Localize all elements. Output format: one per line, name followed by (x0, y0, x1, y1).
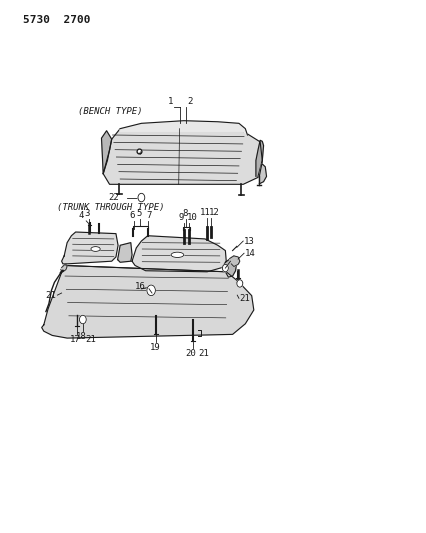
Text: 10: 10 (187, 213, 198, 222)
Circle shape (79, 316, 86, 324)
Text: 7: 7 (146, 212, 152, 220)
Text: 5: 5 (136, 209, 141, 217)
Text: 14: 14 (245, 249, 255, 258)
Text: 8: 8 (181, 209, 187, 217)
Text: 11: 11 (199, 208, 210, 216)
Polygon shape (255, 140, 263, 176)
Text: 15: 15 (231, 257, 242, 265)
Text: 21: 21 (45, 290, 55, 300)
Text: 2: 2 (187, 98, 192, 107)
Text: 21: 21 (85, 335, 95, 344)
Text: 13: 13 (244, 237, 254, 246)
Polygon shape (259, 164, 266, 184)
Polygon shape (101, 131, 112, 174)
Text: 18: 18 (75, 332, 86, 341)
Polygon shape (229, 256, 239, 266)
Polygon shape (120, 120, 247, 135)
Circle shape (138, 193, 144, 202)
Ellipse shape (171, 252, 183, 257)
Polygon shape (103, 128, 262, 184)
Polygon shape (132, 236, 226, 272)
Text: 1: 1 (167, 98, 173, 107)
Circle shape (236, 280, 242, 287)
Circle shape (222, 264, 228, 272)
Text: 21: 21 (239, 294, 250, 303)
Text: 17: 17 (70, 335, 81, 344)
Text: (TRUNK THROUGH TYPE): (TRUNK THROUGH TYPE) (56, 203, 164, 212)
Text: 5730  2700: 5730 2700 (23, 14, 90, 25)
Circle shape (147, 285, 155, 296)
Text: 3: 3 (85, 209, 90, 217)
Text: 12: 12 (209, 208, 219, 216)
Text: 20: 20 (185, 349, 196, 358)
Text: 6: 6 (129, 212, 135, 220)
Polygon shape (225, 256, 236, 277)
Text: (BENCH TYPE): (BENCH TYPE) (78, 108, 142, 116)
Text: 9: 9 (178, 213, 184, 222)
Polygon shape (60, 264, 67, 272)
Polygon shape (61, 232, 118, 264)
Polygon shape (42, 265, 253, 338)
Text: 21: 21 (198, 349, 208, 358)
Text: 16: 16 (135, 282, 145, 291)
Polygon shape (117, 243, 132, 262)
Text: 22: 22 (108, 193, 118, 202)
Text: 4: 4 (78, 211, 83, 220)
Ellipse shape (91, 247, 100, 252)
Text: 19: 19 (149, 343, 160, 352)
